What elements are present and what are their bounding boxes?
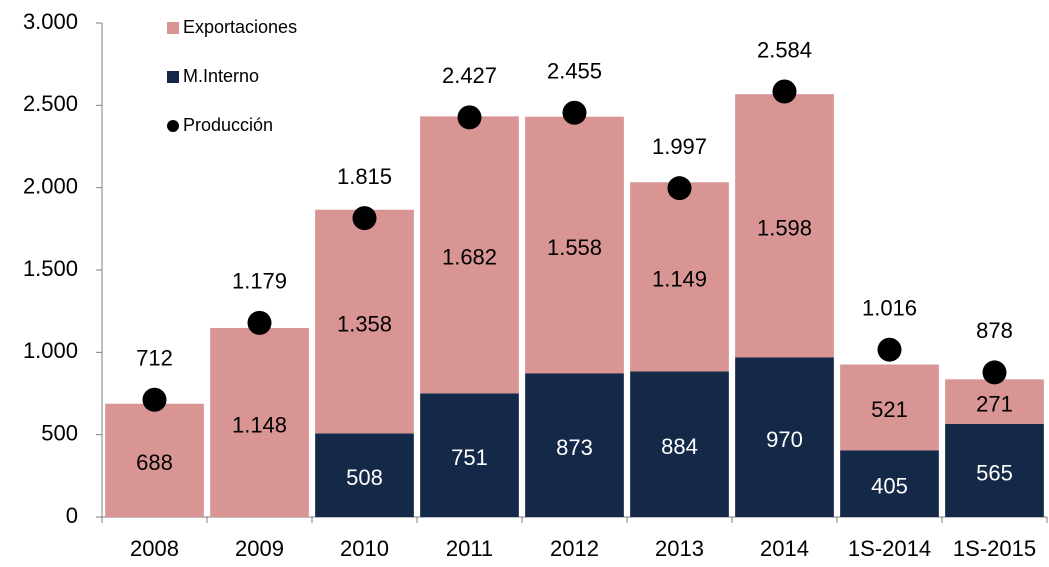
dot bbox=[667, 176, 692, 201]
bar-segment bbox=[630, 182, 729, 372]
data-label: 1.598 bbox=[757, 216, 812, 241]
data-label: 873 bbox=[556, 435, 593, 460]
legend-marker bbox=[167, 120, 179, 132]
legend-marker bbox=[167, 22, 179, 34]
x-tick-label: 2008 bbox=[130, 536, 179, 561]
bar-segment bbox=[630, 371, 729, 517]
x-tick-label: 2014 bbox=[760, 536, 809, 561]
bar-segment bbox=[735, 357, 834, 517]
data-label: 884 bbox=[661, 434, 698, 459]
y-tick-label: 2.000 bbox=[23, 173, 78, 198]
bar-segment bbox=[315, 433, 414, 517]
dot bbox=[352, 206, 377, 231]
bar-segment bbox=[525, 116, 624, 374]
x-tick-label: 2009 bbox=[235, 536, 284, 561]
dot bbox=[562, 100, 587, 125]
dot bbox=[982, 360, 1007, 385]
data-label: 2.427 bbox=[442, 63, 497, 88]
data-label: 688 bbox=[136, 450, 173, 475]
data-label: 751 bbox=[451, 445, 488, 470]
x-tick-label: 1S-2014 bbox=[848, 536, 931, 561]
data-label: 1.148 bbox=[232, 412, 287, 437]
data-label: 1.179 bbox=[232, 269, 287, 294]
data-label: 508 bbox=[346, 465, 383, 490]
bar-segment bbox=[945, 379, 1044, 424]
dot bbox=[772, 79, 797, 104]
x-tick-label: 2012 bbox=[550, 536, 599, 561]
dot bbox=[247, 310, 272, 335]
data-label: 271 bbox=[976, 391, 1013, 416]
data-label: 878 bbox=[976, 318, 1013, 343]
legend-marker bbox=[167, 71, 179, 83]
x-tick-label: 2010 bbox=[340, 536, 389, 561]
y-tick-label: 3.000 bbox=[23, 9, 78, 34]
bar-segment bbox=[210, 327, 309, 517]
data-label: 1.997 bbox=[652, 134, 707, 159]
data-label: 1.358 bbox=[337, 311, 392, 336]
data-label: 1.815 bbox=[337, 164, 392, 189]
data-label: 565 bbox=[976, 460, 1013, 485]
bar-segment bbox=[105, 403, 204, 517]
data-label: 1.016 bbox=[862, 296, 917, 321]
x-tick-label: 2013 bbox=[655, 536, 704, 561]
data-label: 1.149 bbox=[652, 267, 707, 292]
bar-segment bbox=[525, 373, 624, 517]
data-label: 1.682 bbox=[442, 245, 497, 270]
legend-label: M.Interno bbox=[183, 66, 259, 86]
y-tick-label: 1.000 bbox=[23, 338, 78, 363]
bar-segment bbox=[420, 393, 519, 517]
x-tick-label: 1S-2015 bbox=[953, 536, 1036, 561]
data-label: 405 bbox=[871, 473, 908, 498]
x-tick-label: 2011 bbox=[446, 536, 493, 561]
dot bbox=[877, 337, 902, 362]
bar-segment bbox=[840, 364, 939, 451]
bar-segment bbox=[735, 94, 834, 358]
dot bbox=[457, 105, 482, 130]
dot bbox=[142, 387, 167, 412]
data-label: 2.455 bbox=[547, 59, 602, 84]
bar-segment bbox=[420, 116, 519, 394]
data-label: 1.558 bbox=[547, 235, 602, 260]
bar-segment bbox=[945, 423, 1044, 517]
y-tick-label: 2.500 bbox=[23, 91, 78, 116]
bar-segment bbox=[840, 450, 939, 517]
data-label: 970 bbox=[766, 427, 803, 452]
legend-label: Exportaciones bbox=[183, 17, 297, 37]
legend-label: Producción bbox=[183, 115, 273, 135]
y-tick-label: 0 bbox=[66, 503, 78, 528]
y-tick-label: 500 bbox=[41, 420, 78, 445]
y-tick-label: 1.500 bbox=[23, 256, 78, 281]
bar-segment bbox=[315, 209, 414, 434]
data-label: 521 bbox=[871, 397, 908, 422]
data-label: 712 bbox=[136, 346, 173, 371]
data-label: 2.584 bbox=[757, 37, 812, 62]
